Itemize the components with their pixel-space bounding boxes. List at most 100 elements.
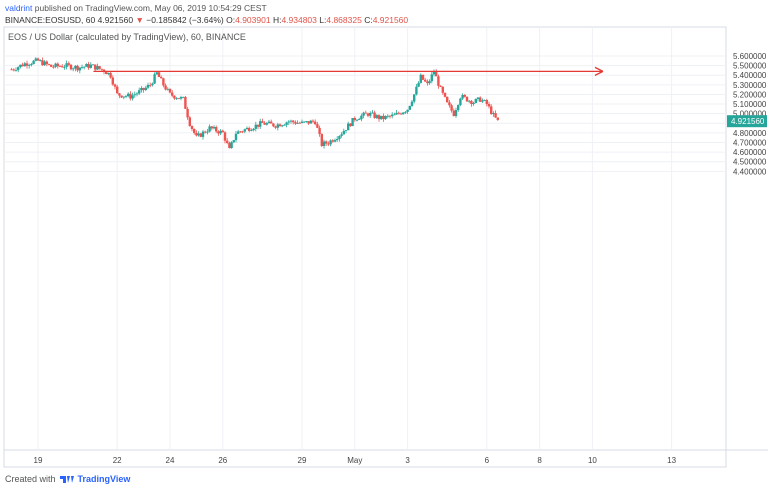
candle-body bbox=[254, 124, 257, 129]
candle-body bbox=[402, 112, 405, 115]
price-change: −0.185842 (−3.64%) bbox=[146, 15, 224, 25]
candle-body bbox=[98, 66, 101, 69]
candle-body bbox=[212, 127, 216, 129]
candle-body bbox=[208, 126, 211, 132]
candle-body bbox=[175, 98, 178, 100]
candle-body bbox=[157, 72, 161, 77]
candle-body bbox=[140, 87, 143, 91]
candle-body bbox=[454, 110, 458, 116]
candle-body bbox=[322, 141, 326, 146]
candle-body bbox=[325, 141, 328, 144]
candle-body bbox=[375, 115, 378, 118]
candle-body bbox=[100, 68, 103, 70]
publish-info: valdrint published on TradingView.com, M… bbox=[5, 3, 267, 13]
candle-body bbox=[135, 93, 139, 95]
down-arrow-icon: ▼ bbox=[135, 15, 144, 25]
candle-body bbox=[217, 131, 220, 134]
candle-body bbox=[50, 64, 53, 67]
candle-body bbox=[428, 81, 431, 84]
candle-body bbox=[287, 121, 290, 123]
candle-body bbox=[366, 113, 370, 116]
candle-body bbox=[127, 93, 130, 97]
candle-body bbox=[452, 110, 455, 116]
candle-body bbox=[439, 85, 442, 87]
candle-body bbox=[320, 134, 323, 146]
author-name[interactable]: valdrint bbox=[5, 3, 33, 13]
candle-body bbox=[41, 60, 44, 66]
candle-body bbox=[19, 64, 22, 68]
candle-body bbox=[252, 128, 255, 131]
candle-body bbox=[386, 115, 389, 117]
candle-body bbox=[417, 82, 420, 87]
candle-body bbox=[250, 130, 253, 131]
candle-body bbox=[303, 121, 306, 123]
candle-body bbox=[459, 98, 462, 105]
candle-body bbox=[487, 103, 491, 107]
candle-body bbox=[173, 95, 176, 99]
candle-body bbox=[206, 131, 209, 133]
close-label: C: bbox=[364, 15, 373, 25]
candle-body bbox=[481, 100, 484, 102]
candle-body bbox=[265, 123, 268, 125]
candle-body bbox=[168, 88, 172, 93]
price-axis[interactable]: 5.6000005.5000005.4000005.3000005.200000… bbox=[733, 52, 767, 176]
time-tick-label: 13 bbox=[667, 456, 676, 465]
candle-body bbox=[23, 63, 26, 67]
candle-body bbox=[149, 84, 152, 86]
candle-body bbox=[296, 122, 299, 124]
candle-body bbox=[179, 97, 183, 99]
time-tick-label: 29 bbox=[298, 456, 307, 465]
price-tick-label: 5.200000 bbox=[733, 90, 767, 99]
candle-body bbox=[85, 63, 88, 67]
plot-frame bbox=[3, 26, 727, 468]
candle-body bbox=[415, 86, 418, 95]
candle-body bbox=[197, 133, 200, 136]
candle-body bbox=[274, 126, 277, 128]
candle-body bbox=[129, 93, 132, 99]
candle-body bbox=[32, 60, 35, 65]
candle-body bbox=[61, 66, 64, 68]
candle-body bbox=[14, 69, 18, 71]
candle-body bbox=[232, 140, 235, 143]
candle-body bbox=[492, 113, 495, 115]
candle-body bbox=[34, 58, 37, 61]
candle-body bbox=[138, 90, 141, 94]
candle-body bbox=[309, 120, 312, 124]
candle-body bbox=[388, 115, 392, 117]
candle-body bbox=[72, 68, 75, 70]
candle-body bbox=[184, 96, 187, 109]
candle-body bbox=[118, 93, 121, 96]
footer: Created with TradingView bbox=[5, 474, 130, 484]
candle-body bbox=[327, 143, 330, 145]
symbol: BINANCE:EOSUSD, 60 bbox=[5, 15, 96, 25]
candle-body bbox=[283, 124, 286, 126]
symbol-info: BINANCE:EOSUSD, 60 4.921560 ▼ −0.185842 … bbox=[5, 15, 408, 25]
candle-body bbox=[443, 92, 447, 97]
candle-body bbox=[338, 135, 341, 139]
last-price-tag: 4.921560 bbox=[727, 115, 767, 128]
candle-body bbox=[10, 69, 13, 71]
tradingview-brand[interactable]: TradingView bbox=[77, 474, 131, 484]
candle-body bbox=[289, 120, 293, 122]
horizontal-line[interactable] bbox=[93, 66, 604, 76]
candle-body bbox=[74, 65, 77, 69]
candle-body bbox=[228, 142, 231, 149]
price-tick-label: 4.400000 bbox=[733, 167, 767, 176]
candle-body bbox=[404, 111, 407, 113]
candle-body bbox=[437, 76, 440, 86]
open-label: O: bbox=[226, 15, 236, 25]
candle-body bbox=[472, 102, 475, 105]
candle-body bbox=[162, 78, 165, 86]
candle-body bbox=[160, 76, 163, 79]
candle-body bbox=[164, 85, 167, 90]
candle-body bbox=[285, 122, 288, 125]
candle-body bbox=[195, 132, 198, 136]
open-value: 4.903901 bbox=[235, 15, 271, 25]
time-tick-label: 19 bbox=[34, 456, 43, 465]
candle-body bbox=[234, 133, 238, 141]
high-label: H: bbox=[272, 15, 282, 25]
candle-body bbox=[369, 112, 372, 116]
candle-body bbox=[36, 58, 40, 61]
time-axis[interactable]: 19 22 24 26 29 May 3 6 8 10 13 bbox=[34, 456, 677, 465]
